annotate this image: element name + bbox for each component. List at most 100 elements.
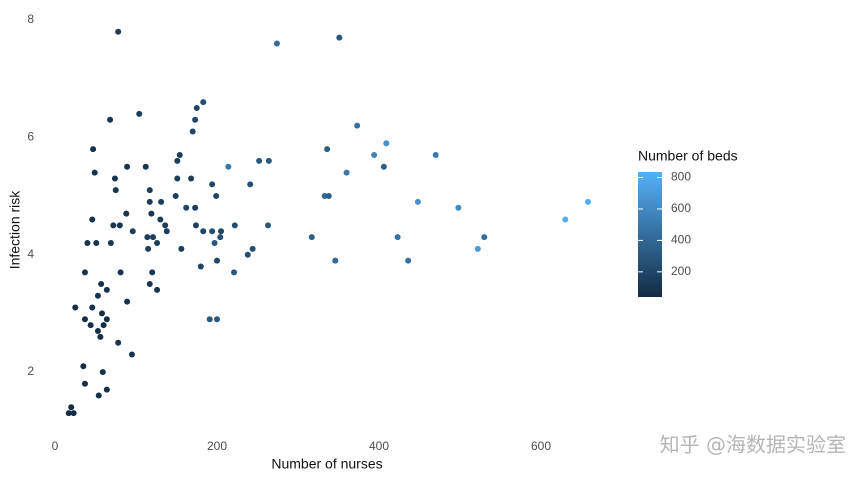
- point: [154, 286, 161, 293]
- point: [380, 163, 387, 170]
- point: [163, 228, 170, 235]
- point: [343, 169, 350, 176]
- point: [144, 234, 151, 241]
- y-tick-label: 8: [27, 12, 34, 26]
- point: [129, 228, 136, 235]
- point: [158, 198, 165, 205]
- point: [371, 151, 378, 158]
- point: [136, 110, 143, 117]
- point: [95, 392, 102, 399]
- point: [174, 157, 181, 164]
- point: [162, 222, 169, 229]
- point: [214, 316, 220, 323]
- point: [206, 316, 213, 323]
- point: [383, 140, 390, 147]
- point: [225, 163, 232, 170]
- x-tick-label: 400: [369, 439, 389, 453]
- point: [98, 281, 105, 288]
- point: [110, 222, 117, 229]
- point: [94, 327, 101, 334]
- point: [128, 351, 135, 358]
- point: [123, 210, 130, 217]
- point: [474, 245, 481, 252]
- point: [124, 163, 131, 170]
- point: [325, 193, 332, 200]
- y-tick-label: 4: [27, 247, 34, 261]
- point: [150, 234, 157, 241]
- point: [218, 228, 225, 235]
- point: [178, 245, 185, 252]
- x-tick-label: 0: [52, 439, 59, 453]
- point: [211, 239, 218, 246]
- point: [89, 216, 96, 223]
- point: [192, 116, 199, 123]
- point: [90, 146, 97, 153]
- point: [200, 99, 207, 106]
- point: [154, 239, 161, 246]
- point: [432, 151, 439, 158]
- point: [584, 198, 591, 205]
- point: [72, 304, 79, 311]
- point: [115, 339, 122, 346]
- point: [146, 281, 153, 288]
- legend-title: Number of beds: [638, 148, 738, 164]
- point: [324, 146, 331, 153]
- point: [97, 333, 104, 340]
- x-axis-title: Number of nurses: [271, 456, 382, 472]
- point: [231, 269, 238, 276]
- point: [68, 404, 75, 411]
- point: [107, 116, 114, 123]
- point: [273, 40, 280, 47]
- point: [81, 380, 88, 387]
- point: [209, 228, 216, 235]
- y-tick-label: 2: [27, 364, 34, 378]
- point: [189, 128, 196, 135]
- point: [193, 105, 200, 112]
- x-tick-label: 200: [207, 439, 227, 453]
- point: [111, 175, 118, 182]
- point: [481, 234, 488, 241]
- point: [81, 269, 88, 276]
- point: [146, 198, 153, 205]
- point: [145, 245, 152, 252]
- point: [93, 239, 100, 246]
- point: [256, 157, 263, 164]
- point: [80, 363, 87, 370]
- colorbar-label: 200: [671, 264, 691, 278]
- point: [192, 204, 199, 211]
- point: [98, 310, 105, 317]
- point: [148, 210, 155, 217]
- point: [172, 193, 179, 200]
- point: [142, 163, 149, 170]
- point: [308, 234, 315, 241]
- y-axis-title: Infection risk: [7, 190, 23, 270]
- colorbar-label: 800: [671, 170, 691, 184]
- point: [183, 204, 190, 211]
- point: [249, 245, 256, 252]
- point: [265, 222, 272, 229]
- point: [157, 216, 164, 223]
- y-tick-label: 6: [27, 130, 34, 144]
- point: [94, 292, 101, 299]
- point: [231, 222, 238, 229]
- point: [354, 122, 361, 129]
- point: [103, 386, 110, 393]
- point: [213, 193, 220, 200]
- point: [103, 316, 110, 323]
- point: [174, 175, 181, 182]
- point: [176, 151, 183, 158]
- point: [149, 269, 156, 276]
- point: [214, 257, 220, 264]
- x-tick-label: 600: [531, 439, 551, 453]
- point: [209, 181, 216, 188]
- point: [200, 228, 207, 235]
- point: [394, 234, 401, 241]
- point: [89, 304, 96, 311]
- point: [115, 28, 122, 35]
- colorbar-label: 400: [671, 233, 691, 247]
- point: [244, 251, 251, 258]
- point: [100, 322, 107, 329]
- point: [84, 239, 91, 246]
- point: [107, 239, 114, 246]
